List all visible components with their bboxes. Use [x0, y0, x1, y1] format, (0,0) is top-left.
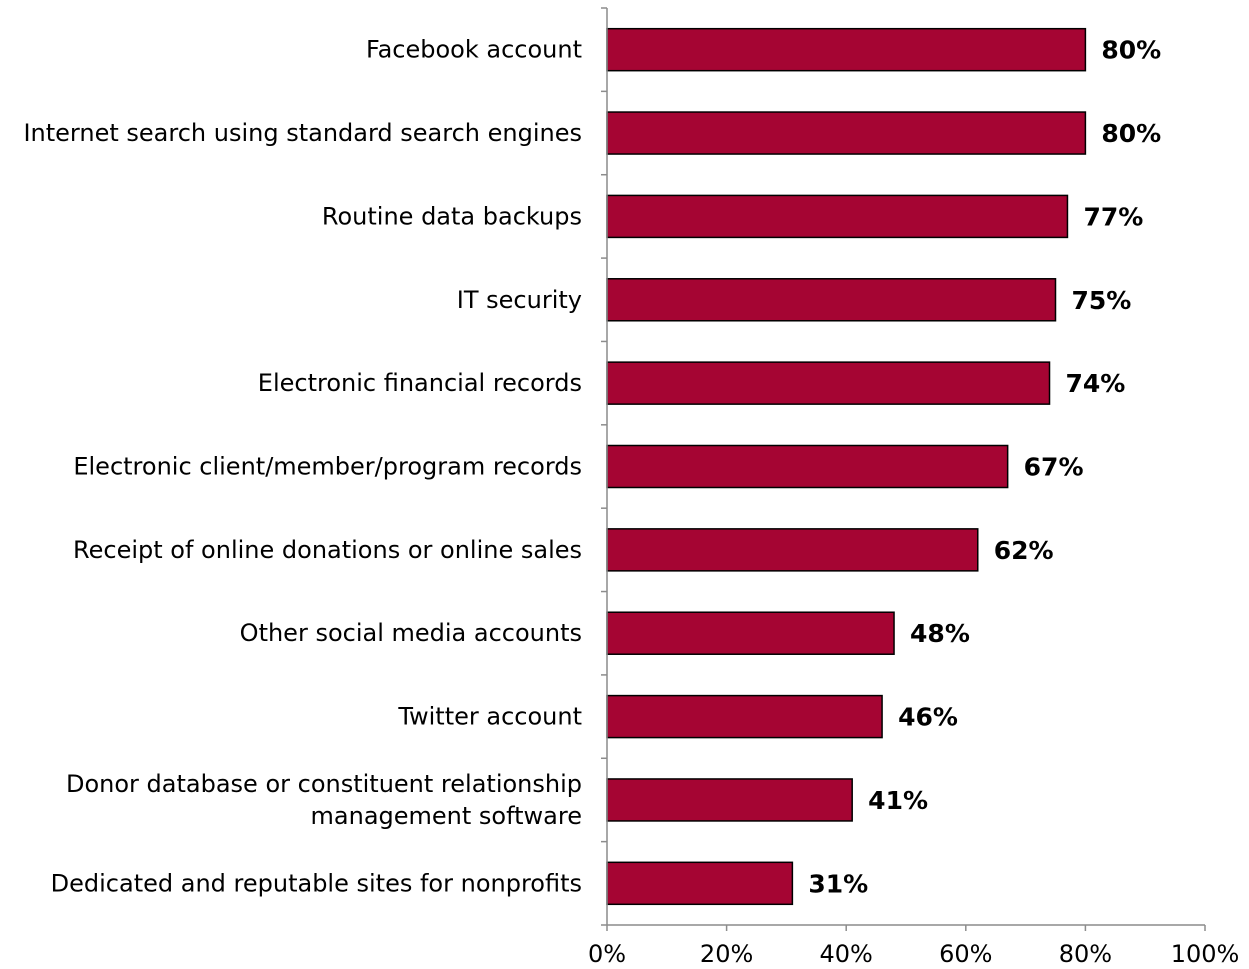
category-label: Donor database or constituent relationsh… [66, 770, 582, 830]
bar-value-label: 67% [1024, 453, 1084, 482]
x-tick-label: 60% [939, 940, 992, 968]
category-label: Electronic client/member/program records [73, 453, 582, 481]
bar-value-label: 80% [1101, 119, 1161, 148]
bar-value-label: 46% [898, 703, 958, 732]
category-label: Routine data backups [322, 202, 582, 230]
bar-value-label: 48% [910, 619, 970, 648]
labels-group: 80% Facebook account 80% Internet search us… [23, 36, 1239, 968]
bar [606, 361, 1051, 405]
category-label: Receipt of online donations or online sa… [73, 536, 582, 564]
bar [606, 194, 1069, 239]
bar-value-label: 80% [1101, 36, 1161, 65]
category-label: IT security [457, 286, 582, 314]
bar [606, 778, 853, 822]
category-label: Electronic financial records [258, 369, 582, 397]
bar-value-label: 74% [1066, 369, 1126, 398]
bar [606, 278, 1057, 322]
bar [606, 694, 883, 739]
bar [606, 611, 895, 655]
bar-value-label: 41% [868, 786, 928, 815]
bar [606, 444, 1009, 489]
x-tick-label: 80% [1059, 940, 1112, 968]
x-tick-label: 40% [820, 940, 873, 968]
x-tick-label: 0% [588, 940, 626, 968]
x-tick-label: 20% [700, 940, 753, 968]
bars-group [606, 27, 1087, 906]
bar [606, 111, 1087, 155]
bar-value-label: 31% [808, 869, 868, 898]
bar-value-label: 77% [1083, 202, 1143, 231]
category-label: Internet search using standard search en… [23, 119, 582, 147]
x-tick-label: 100% [1171, 940, 1240, 968]
bar [606, 27, 1087, 72]
category-label: Facebook account [366, 36, 582, 64]
category-label: Dedicated and reputable sites for nonpro… [51, 869, 582, 897]
bar [606, 861, 794, 906]
axes-group [601, 7, 1206, 931]
category-label: Twitter account [397, 703, 582, 731]
bar-value-label: 75% [1072, 286, 1132, 315]
category-label: Other social media accounts [240, 619, 582, 647]
bar [606, 528, 979, 572]
bar-value-label: 62% [994, 536, 1054, 565]
